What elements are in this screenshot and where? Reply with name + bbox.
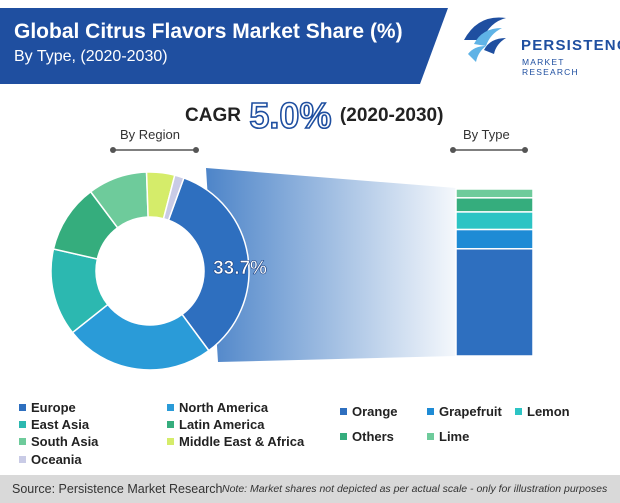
cagr-value: 5.0% xyxy=(249,94,333,137)
legend-item-orange: Orange xyxy=(340,404,398,419)
chart-title: Global Citrus Flavors Market Share (%) xyxy=(14,20,403,43)
by-region-label: By Region xyxy=(120,127,180,142)
bar-segment-others xyxy=(455,197,534,213)
legend-swatch xyxy=(167,438,174,446)
donut-slice-europe xyxy=(167,177,250,352)
type-stacked-bar xyxy=(455,188,534,357)
legend-swatch xyxy=(515,408,522,416)
legend-swatch xyxy=(19,438,26,446)
legend-item-latin-america: Latin America xyxy=(167,417,265,432)
cagr-range: (2020-2030) xyxy=(339,105,444,126)
legend-item-lemon: Lemon xyxy=(515,404,570,419)
legend-item-east-asia: East Asia xyxy=(19,417,89,432)
footer-bar: Source: Persistence Market Research Note… xyxy=(0,475,620,503)
legend-swatch xyxy=(340,433,347,441)
region-donut xyxy=(50,171,250,371)
legend-item-north-america: North America xyxy=(167,400,268,415)
legend-swatch xyxy=(427,408,434,416)
legend-swatch xyxy=(340,408,347,416)
legend-swatch xyxy=(167,404,174,412)
donut-slice-north-america xyxy=(71,303,210,371)
legend-swatch xyxy=(19,456,26,464)
by-region-bracket xyxy=(110,147,199,153)
cagr-callout: CAGR 5.0% (2020-2030) xyxy=(185,94,444,137)
connector-beam xyxy=(206,168,456,362)
legend-swatch xyxy=(167,421,174,429)
legend-swatch xyxy=(19,404,26,412)
cagr-label: CAGR xyxy=(185,105,241,126)
logo-tagline: MARKET RESEARCH xyxy=(522,57,579,77)
persistence-logo xyxy=(464,17,506,62)
europe-share-label: 33.7% xyxy=(213,258,267,279)
header-banner xyxy=(0,8,448,84)
legend-item-europe: Europe xyxy=(19,400,76,415)
chart-area: 33.7% xyxy=(50,147,534,371)
legend-item-oceania: Oceania xyxy=(19,452,82,467)
bar-segment-lemon xyxy=(455,211,534,231)
legend-item-grapefruit: Grapefruit xyxy=(427,404,502,419)
legend-item-others: Others xyxy=(340,429,394,444)
legend-item-middle-east-africa: Middle East & Africa xyxy=(167,434,304,449)
legend-swatch xyxy=(427,433,434,441)
logo-mark-icon xyxy=(464,17,506,62)
by-type-bracket xyxy=(450,147,528,153)
donut-slice-oceania xyxy=(162,174,185,222)
note-text: Note: Market shares not depicted as per … xyxy=(222,483,608,495)
logo-name: PERSISTENCE xyxy=(521,37,620,54)
bar-segment-orange xyxy=(455,248,534,357)
source-text: Source: Persistence Market Research xyxy=(12,482,223,496)
legend-item-lime: Lime xyxy=(427,429,469,444)
legend-swatch xyxy=(19,421,26,429)
chart-subtitle: By Type, (2020-2030) xyxy=(14,48,168,65)
legend-item-south-asia: South Asia xyxy=(19,434,98,449)
bar-segment-grapefruit xyxy=(455,228,534,250)
bar-segment-lime xyxy=(455,188,534,199)
by-type-label: By Type xyxy=(463,127,510,142)
